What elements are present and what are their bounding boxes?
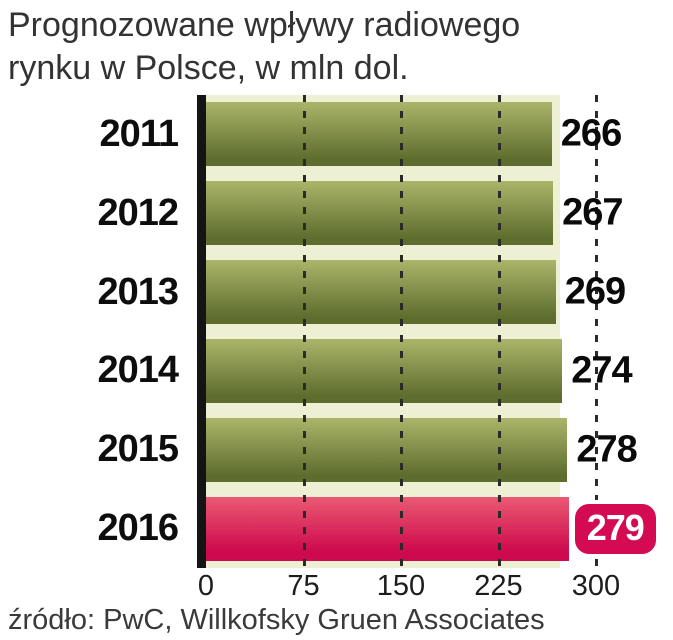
- gridline-300: [595, 95, 598, 568]
- plot-background: [206, 95, 560, 568]
- value-label: 266: [560, 112, 622, 155]
- bar-track: 269: [206, 260, 673, 325]
- year-label-2016: 2016: [97, 507, 179, 550]
- year-label-2013: 2013: [97, 270, 179, 313]
- value-label: 267: [562, 191, 623, 234]
- bar-row-2014: 2014 274: [0, 331, 673, 410]
- x-tick-label-75: 75: [287, 570, 320, 602]
- value-label: 274: [571, 349, 632, 392]
- gridline-225: [497, 95, 501, 568]
- value-badge: 279: [570, 499, 660, 558]
- bar-2011: [206, 102, 552, 167]
- bar-row-2015: 2015 278: [0, 410, 673, 489]
- y-axis-line: [197, 95, 206, 568]
- bar-track: 278: [206, 417, 673, 482]
- bar-row-2013: 2013 269: [0, 253, 673, 332]
- bar-row-2011: 2011 266: [0, 95, 673, 174]
- bar-2013: [206, 260, 556, 325]
- bar-track: 267: [206, 181, 673, 246]
- bar-track: 266: [206, 102, 673, 167]
- year-label-2012: 2012: [97, 191, 179, 234]
- x-tick-label-150: 150: [376, 570, 426, 602]
- bar-row-2012: 2012 267: [0, 174, 673, 253]
- bar-chart: 2011 266 2012 267 2013 269 2014 274 2015 278 2016 2…: [0, 95, 673, 568]
- year-label-2015: 2015: [97, 428, 179, 471]
- chart-title-line2: rynku w Polsce, w mln dol.: [8, 49, 409, 87]
- source-caption: źródło: PwC, Willkofsky Gruen Associates: [8, 604, 545, 636]
- x-axis-ticks: 0 75 150 225 300: [0, 568, 673, 604]
- gridline-75: [302, 95, 306, 568]
- bar-row-2016: 2016 279: [0, 489, 673, 568]
- gridline-150: [400, 95, 403, 568]
- bar-track: 274: [206, 338, 673, 403]
- x-tick-label-0: 0: [197, 570, 215, 602]
- chart-title-line1: Prognozowane wpływy radiowego: [8, 6, 521, 44]
- year-label-2011: 2011: [99, 112, 179, 155]
- chart-title: Prognozowane wpływy radiowego rynku w Po…: [8, 4, 520, 90]
- x-tick-label-300: 300: [571, 570, 621, 602]
- year-label-2014: 2014: [97, 349, 179, 392]
- bar-track: 279: [206, 496, 673, 561]
- value-label: 269: [564, 270, 626, 313]
- x-tick-label-225: 225: [474, 570, 523, 602]
- highlight-bar-2016: [206, 496, 569, 561]
- bar-2012: [206, 181, 554, 246]
- value-label: 278: [576, 428, 637, 471]
- bar-rows: 2011 266 2012 267 2013 269 2014 274 2015 278 2016 2…: [0, 95, 673, 568]
- bar-2015: [206, 417, 568, 482]
- bar-2014: [206, 338, 563, 403]
